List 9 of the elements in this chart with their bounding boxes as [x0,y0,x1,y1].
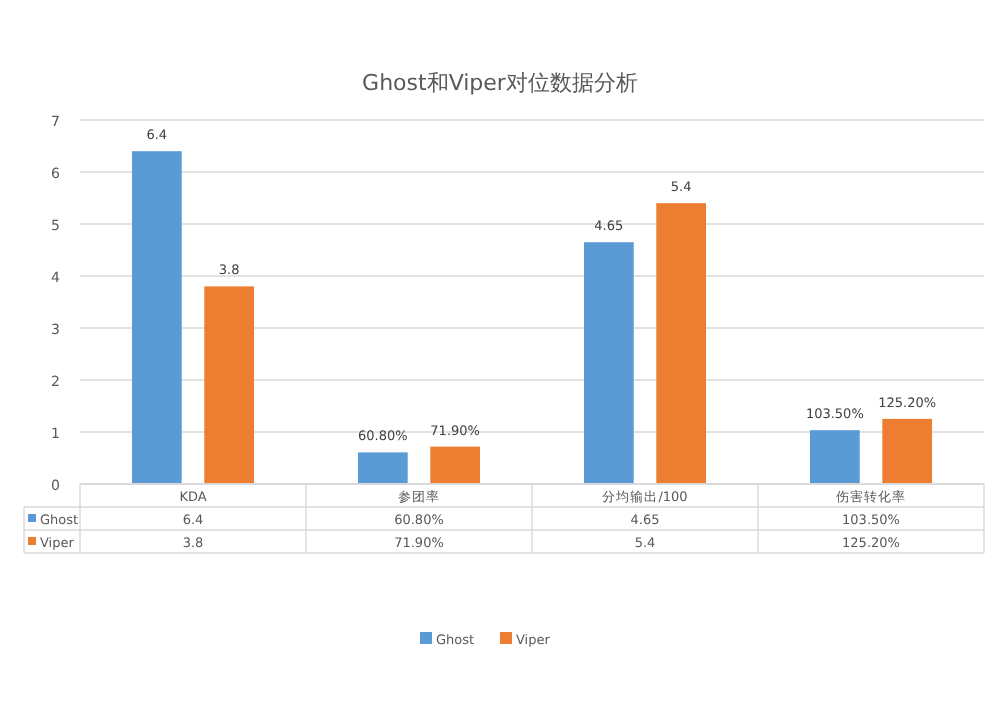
bar [430,446,481,484]
bar [809,430,860,484]
chart-title: Ghost和Viper对位数据分析 [362,70,638,96]
bar [882,418,933,484]
bar [583,242,634,484]
bar [204,286,255,484]
bar [656,203,707,484]
bar [357,452,408,484]
bar [131,151,182,484]
